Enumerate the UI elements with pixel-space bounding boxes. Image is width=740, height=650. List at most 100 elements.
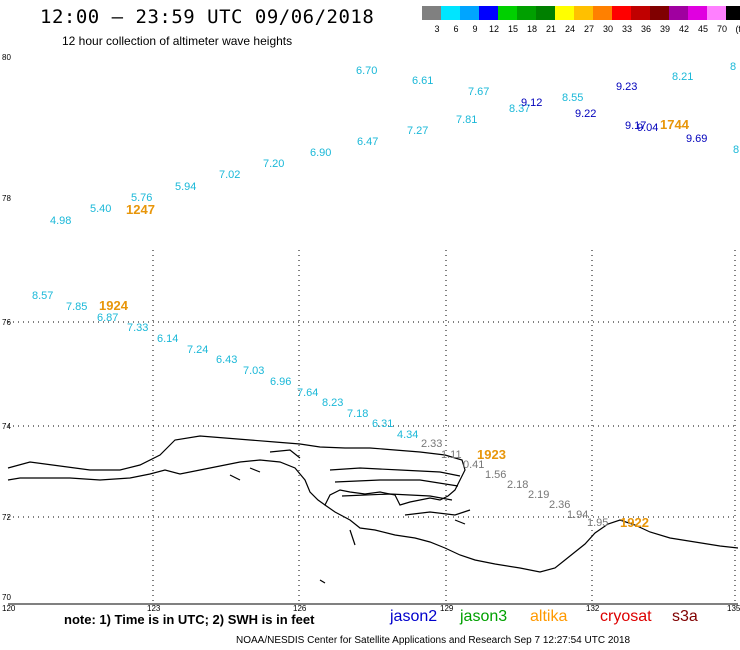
colorbar-swatch — [593, 6, 612, 20]
track-label-1744: 1744 — [660, 117, 690, 132]
colorbar-label: 36 — [641, 24, 651, 34]
swh-value: 6.61 — [412, 75, 433, 87]
track-label-1247: 1247 — [126, 202, 155, 217]
latitude-labels: 80 78 76 74 72 70 — [2, 53, 11, 602]
track-1247-values: 4.98 5.40 5.76 5.94 7.02 7.20 6.90 6.47 … — [50, 61, 736, 227]
swh-value: 9.12 — [521, 97, 542, 109]
colorbar-label: 6 — [453, 24, 458, 34]
footer-note: note: 1) Time is in UTC; 2) SWH is in fe… — [64, 612, 315, 627]
swh-value: 7.64 — [297, 387, 318, 399]
colorbar-swatch — [555, 6, 574, 20]
lon-label: 123 — [147, 604, 161, 613]
observation-values: 4.98 5.40 5.76 5.94 7.02 7.20 6.90 6.47 … — [32, 61, 739, 529]
colorbar-swatch — [422, 6, 441, 20]
track-1744-values: 9.12 9.17 9.04 9.69 8 — [521, 97, 739, 156]
swh-value: 5.76 — [131, 192, 152, 204]
swh-value: 2.19 — [528, 489, 549, 501]
lon-label: 129 — [440, 604, 454, 613]
swh-value: 5.40 — [90, 203, 111, 215]
swh-value: 2.18 — [507, 479, 528, 491]
colorbar-label: 42 — [679, 24, 689, 34]
swh-value: 0.41 — [463, 459, 484, 471]
swh-value: 7.03 — [243, 365, 264, 377]
swh-value: 6.43 — [216, 354, 237, 366]
grid-lines — [8, 250, 738, 604]
colorbar-label: 24 — [565, 24, 575, 34]
lon-label: 135 — [727, 604, 740, 613]
credit-line: NOAA/NESDIS Center for Satellite Applica… — [236, 635, 631, 646]
colorbar-swatch — [479, 6, 498, 20]
colorbar-swatch — [650, 6, 669, 20]
colorbar-swatch — [536, 6, 555, 20]
map-subtitle: 12 hour collection of altimeter wave hei… — [62, 34, 293, 48]
colorbar-label: 30 — [603, 24, 613, 34]
swh-value: 7.33 — [127, 322, 148, 334]
swh-value: 8.55 — [562, 92, 583, 104]
colorbar-label: 70 — [717, 24, 727, 34]
swh-value: 7.81 — [456, 114, 477, 126]
lat-label: 80 — [2, 53, 11, 62]
legend-cryosat: cryosat — [600, 608, 652, 625]
track-label-1923: 1923 — [477, 447, 506, 462]
swh-value: 5.94 — [175, 181, 196, 193]
swh-value: 9.04 — [637, 122, 658, 134]
swh-value: 6.70 — [356, 65, 377, 77]
swh-value: 7.02 — [219, 169, 240, 181]
colorbar-swatch — [726, 6, 740, 20]
swh-value: 1.11 — [441, 449, 462, 461]
colorbar-swatch — [612, 6, 631, 20]
swh-value: 8.23 — [322, 397, 343, 409]
colorbar-label: 3 — [434, 24, 439, 34]
legend-altika: altika — [530, 608, 568, 625]
swh-value: 8.57 — [32, 290, 53, 302]
colorbar-label: 27 — [584, 24, 594, 34]
lat-label: 76 — [2, 318, 11, 327]
map-title: 12:00 – 23:59 UTC 09/06/2018 — [40, 6, 375, 28]
swh-value: 7.67 — [468, 86, 489, 98]
lon-label: 120 — [2, 604, 16, 613]
swh-value: 7.27 — [407, 125, 428, 137]
colorbar-label: 39 — [660, 24, 670, 34]
swh-value: 8 — [730, 61, 736, 73]
swh-value: 7.85 — [66, 301, 87, 313]
track-1923-values: 2.33 1.11 0.41 1.56 2.18 2.19 2.36 1.94 … — [421, 438, 608, 529]
swh-value: 9.23 — [616, 81, 637, 93]
colorbar-swatch — [574, 6, 593, 20]
lat-label: 72 — [2, 513, 11, 522]
swh-value: 4.34 — [397, 429, 418, 441]
swh-value: 9.17 — [625, 120, 646, 132]
colorbar-swatch — [631, 6, 650, 20]
track-time-labels: 1247 1924 1744 1923 1922 — [99, 117, 690, 530]
lat-label: 70 — [2, 593, 11, 602]
swh-value: 6.31 — [372, 418, 393, 430]
colorbar-swatch — [498, 6, 517, 20]
lat-label: 74 — [2, 422, 11, 431]
colorbar-label: 9 — [472, 24, 477, 34]
swh-value: 1.56 — [485, 469, 506, 481]
track-1924-values: 8.57 7.85 6.87 7.33 6.14 7.24 6.43 7.03 … — [32, 290, 418, 441]
swh-value: 1.95 — [587, 517, 608, 529]
swh-value: 1.94 — [567, 509, 588, 521]
colorbar-label: 21 — [546, 24, 556, 34]
legend-jason3: jason3 — [460, 608, 508, 625]
colorbar-swatch — [688, 6, 707, 20]
colorbar-swatch — [460, 6, 479, 20]
colorbar-label: 12 — [489, 24, 499, 34]
swh-value: 6.47 — [357, 136, 378, 148]
swh-value: 2.33 — [421, 438, 442, 450]
swh-value: 2.36 — [549, 499, 570, 511]
swh-value: 8.37 — [509, 103, 530, 115]
colorbar-swatch — [707, 6, 726, 20]
swh-value: 6.96 — [270, 376, 291, 388]
longitude-labels: 120 123 126 129 132 135 — [2, 604, 740, 613]
swh-value: 6.90 — [310, 147, 331, 159]
track-label-1924: 1924 — [99, 298, 129, 313]
legend-s3a: s3a — [672, 608, 698, 625]
swh-value: 9.69 — [686, 133, 707, 145]
swh-value: 4.98 — [50, 215, 71, 227]
swh-value: 8.21 — [672, 71, 693, 83]
swh-value: 8 — [733, 144, 739, 156]
colorbar-label: 33 — [622, 24, 632, 34]
